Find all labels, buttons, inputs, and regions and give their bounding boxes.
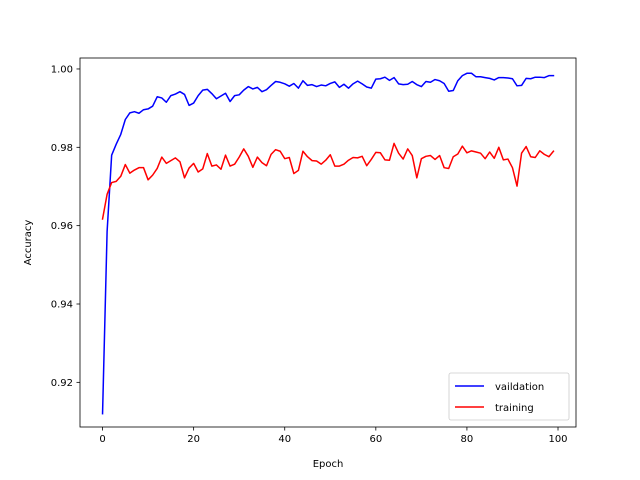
legend-box	[448, 372, 570, 421]
y-tick-label: 0.98	[51, 143, 73, 154]
x-tick-label: 60	[369, 434, 382, 445]
legend-label-training: training	[495, 403, 534, 414]
x-tick-label: 80	[461, 434, 474, 445]
legend: vaildation training	[448, 372, 570, 421]
series-line-vaildation	[101, 72, 555, 415]
y-tick-label: 0.96	[51, 221, 73, 232]
y-tick-label: 0.92	[51, 378, 73, 389]
series-line-training	[101, 142, 555, 220]
plot-frame	[79, 57, 577, 428]
x-tick-label: 100	[548, 434, 567, 445]
y-axis: 0.92 0.94 0.96 0.98 1.00	[51, 64, 80, 389]
legend-label-vaildation: vaildation	[495, 382, 544, 393]
y-tick-label: 0.94	[51, 300, 73, 311]
y-tick-label: 1.00	[51, 64, 73, 75]
y-axis-label: Accuracy	[23, 220, 34, 266]
x-axis-label: Epoch	[313, 459, 344, 470]
plot-area	[80, 58, 576, 427]
series-layer	[101, 72, 555, 415]
x-tick-label: 20	[187, 434, 200, 445]
x-tick-label: 40	[278, 434, 291, 445]
x-tick-label: 0	[99, 434, 105, 445]
x-axis: 0 20 40 60 80 100	[99, 427, 568, 445]
